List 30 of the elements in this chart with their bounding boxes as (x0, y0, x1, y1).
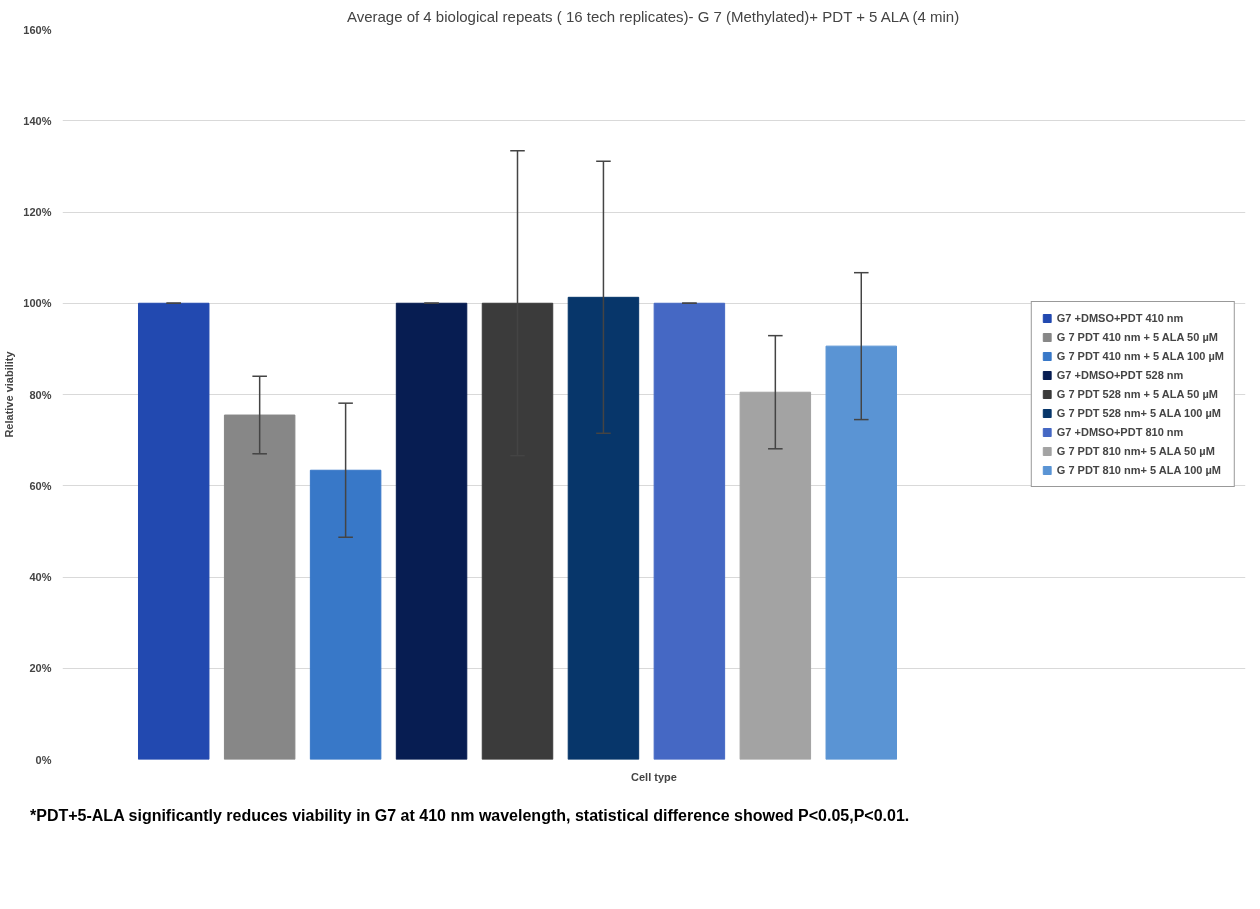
y-axis-title: Relative viability (3, 350, 16, 438)
legend-label: G 7 PDT 810 nm+ 5 ALA 50 µM (1056, 445, 1215, 457)
legend-label: G 7 PDT 410 nm + 5 ALA 50 µM (1056, 331, 1218, 343)
legend-label: G 7 PDT 528 nm+ 5 ALA 100 µM (1056, 407, 1221, 419)
y-tick-label: 160% (23, 23, 52, 36)
y-tick-label: 60% (29, 479, 52, 492)
y-tick-label: 20% (29, 662, 52, 675)
text: *PDT+5-ALA significantly reduces viability in G7 at 410 nm wavelength, statistical difference showed P<0.05,P<0.01. (30, 806, 910, 826)
bar (309, 469, 382, 760)
y-tick-label: 40% (29, 571, 52, 583)
y-tick-label: 140% (23, 114, 52, 127)
y-tick-label: 80% (29, 388, 52, 401)
y-tick-label: 100% (23, 297, 52, 310)
chart-title: Average of 4 biological repeats ( 16 tech replicates)- G 7 (Methylated)+ PDT + 5 ALA (4 min) (346, 7, 960, 25)
x-axis-title: Cell type (631, 770, 677, 783)
bar (825, 345, 898, 760)
bar (567, 296, 640, 760)
bar (739, 391, 812, 760)
legend-label: G7 +DMSO+PDT 810 nm (1056, 426, 1184, 438)
legend-label: G 7 PDT 810 nm+ 5 ALA 100 µM (1056, 464, 1221, 476)
legend-label: G 7 PDT 528 nm + 5 ALA 50 µM (1056, 388, 1218, 400)
legend-label: G7 +DMSO+PDT 528 nm (1056, 369, 1184, 381)
legend-label: G7 +DMSO+PDT 410 nm (1056, 312, 1184, 324)
bar (137, 302, 210, 760)
legend-label: G 7 PDT 410 nm + 5 ALA 100 µM (1056, 350, 1224, 362)
bar (395, 302, 468, 760)
y-tick-label: 0% (35, 753, 52, 766)
y-tick-label: 120% (23, 206, 52, 218)
bar (223, 414, 296, 760)
bar (653, 302, 726, 760)
